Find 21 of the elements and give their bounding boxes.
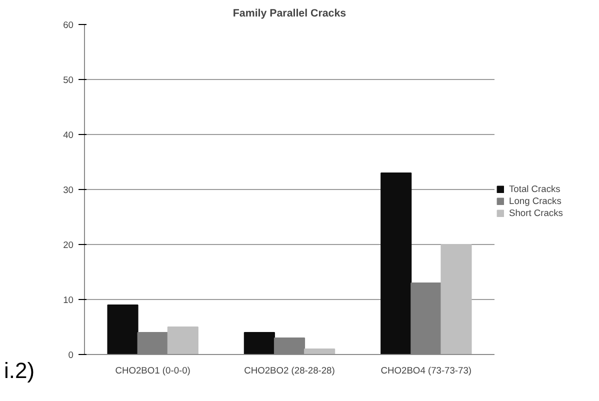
bar <box>380 172 412 354</box>
text: i.2) <box>4 357 35 385</box>
bar <box>440 244 472 354</box>
chart-title: Family Parallel Cracks <box>232 8 346 20</box>
y-tick-label: 20 <box>63 240 74 250</box>
y-tick-label: 0 <box>68 350 74 360</box>
y-tick-label: 60 <box>63 20 74 30</box>
y-tick-label: 40 <box>63 130 74 140</box>
bar <box>167 326 198 354</box>
x-tick-label: CHO2BO4 (73-73-73) <box>380 366 472 376</box>
bar <box>304 348 336 354</box>
x-tick-label: CHO2BO2 (28-28-28) <box>244 366 335 376</box>
legend-label: Short Cracks <box>509 208 563 218</box>
legend-label: Total Cracks <box>509 184 560 194</box>
legend-label: Long Cracks <box>509 196 562 206</box>
y-tick-label: 50 <box>63 75 74 85</box>
x-tick-label: CHO2BO1 (0-0-0) <box>115 366 190 376</box>
bar <box>107 304 138 354</box>
y-tick-label: 10 <box>63 295 74 305</box>
y-tick-label: 30 <box>63 185 74 195</box>
bar <box>244 332 275 354</box>
